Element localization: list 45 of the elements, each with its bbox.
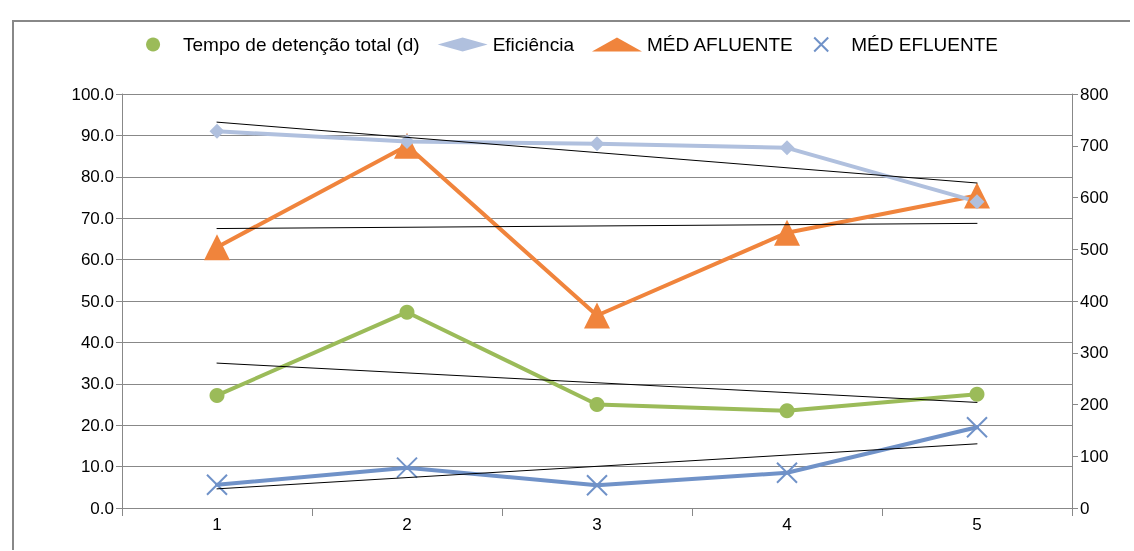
- point: [586, 474, 608, 497]
- point: [209, 387, 225, 403]
- legend-label: Tempo de detenção total (d): [183, 34, 420, 55]
- point: [776, 461, 798, 484]
- point: [206, 473, 228, 496]
- y2-tick-label: 700: [1080, 136, 1109, 156]
- point: [966, 416, 988, 439]
- legend-label: Eficiência: [492, 34, 575, 55]
- x-tick-label: 5: [972, 515, 982, 534]
- y-tick-label: 90.0: [80, 125, 114, 145]
- point: [969, 386, 985, 402]
- y-tick-label: 0.0: [90, 498, 114, 518]
- y-tick-label: 10.0: [80, 457, 114, 477]
- y-tick-label: 50.0: [80, 291, 114, 311]
- point: [396, 456, 418, 479]
- point: [399, 304, 415, 320]
- y-tick-label: 80.0: [80, 167, 114, 187]
- y-tick-label: 30.0: [80, 374, 114, 394]
- y2-tick-label: 100: [1080, 446, 1109, 466]
- point: [209, 123, 225, 139]
- y-tick-label: 20.0: [80, 415, 114, 435]
- y-tick-label: 40.0: [80, 332, 114, 352]
- y-tick-label: 100.0: [71, 84, 114, 104]
- x-tick-label: 4: [782, 515, 792, 534]
- x-tick-label: 3: [592, 515, 602, 534]
- y2-tick-label: 0: [1080, 498, 1090, 518]
- point: [204, 234, 230, 261]
- point: [589, 397, 605, 412]
- y2-tick-label: 600: [1080, 188, 1109, 207]
- point: [774, 219, 800, 246]
- point: [584, 302, 610, 329]
- x-tick-label: 2: [402, 515, 412, 534]
- y2-tick-label: 500: [1080, 239, 1109, 259]
- y2-tick-label: 400: [1080, 291, 1109, 311]
- y2-tick-label: 200: [1080, 395, 1109, 414]
- legend-label: MÉD AFLUENTE: [646, 34, 793, 55]
- y2-tick-label: 300: [1080, 343, 1109, 363]
- y-tick-label: 60.0: [80, 250, 114, 270]
- x-tick-label: 1: [212, 515, 222, 534]
- point: [589, 136, 605, 152]
- y-tick-label: 70.0: [80, 208, 114, 228]
- point: [779, 403, 795, 419]
- point: [779, 140, 795, 156]
- legend-label: MÉD EFLUENTE: [851, 34, 998, 55]
- y2-tick-label: 800: [1080, 84, 1109, 104]
